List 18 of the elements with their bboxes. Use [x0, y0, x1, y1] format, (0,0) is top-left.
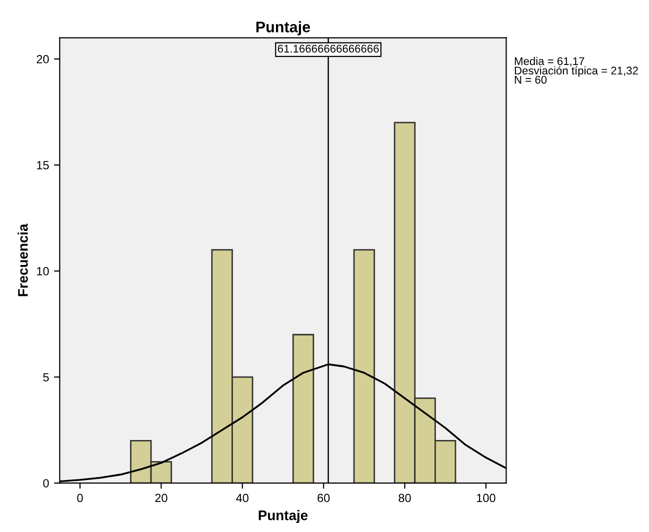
x-tick-label: 20	[155, 494, 168, 502]
x-tick-label: 80	[398, 494, 411, 502]
y-tick-label: 10	[37, 267, 49, 276]
x-tick-label: 60	[318, 494, 330, 502]
y-tick-label: 15	[37, 161, 49, 170]
text: Media = 61,17	[514, 56, 584, 66]
y-tick-label: 0	[43, 479, 49, 488]
x-tick-label: 100	[476, 494, 496, 502]
y-tick-label: 5	[43, 373, 49, 382]
x-axis-title: Puntaje	[258, 510, 308, 523]
chart-title: Puntaje	[256, 21, 310, 36]
y-axis-title: Frecuencia	[18, 224, 28, 296]
text: N = 60	[514, 76, 547, 84]
text: Desviación típica = 21,32	[514, 66, 638, 77]
ref-line-label: 61.16666666666666	[278, 44, 379, 53]
x-tick-label: 0	[77, 494, 83, 502]
y-tick-label: 20	[36, 55, 49, 64]
x-tick-label: 40	[236, 494, 248, 502]
